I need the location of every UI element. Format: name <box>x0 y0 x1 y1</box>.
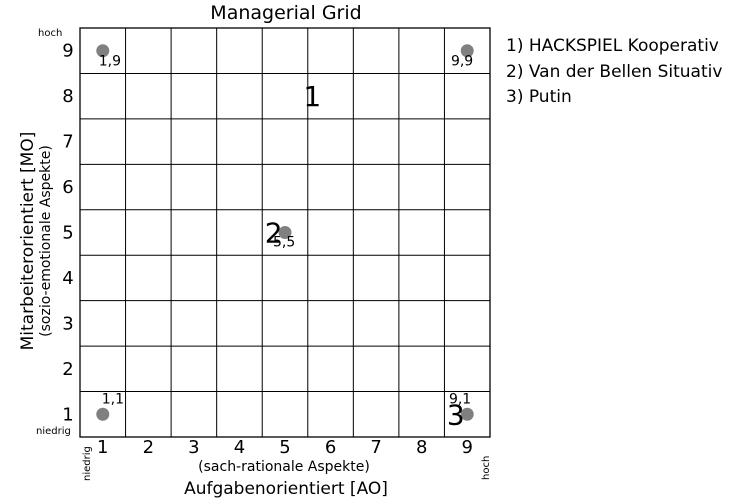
y-axis-sublabel: (sozio-emotionale Aspekte) <box>38 145 54 337</box>
y-axis-label: Mitarbeiterorientiert [MO] <box>18 132 38 351</box>
x-tick-label: 6 <box>325 437 336 458</box>
y-axis-low-label: niedrig <box>36 426 71 437</box>
y-tick-label: 4 <box>62 268 73 289</box>
grid-annotation: 3 <box>447 398 465 431</box>
x-tick-label: 7 <box>370 437 381 458</box>
x-tick-label: 8 <box>416 437 427 458</box>
y-tick-label: 1 <box>62 404 73 425</box>
grid-point <box>96 44 110 58</box>
grid-point-label: 9,9 <box>451 54 473 70</box>
x-axis-low-label: niedrig <box>82 446 93 481</box>
legend: 1) HACKSPIEL Kooperativ 2) Van der Belle… <box>506 34 750 111</box>
x-tick-label: 9 <box>461 437 472 458</box>
grid-frame <box>79 27 491 438</box>
grid-point-label: 1,9 <box>99 54 121 70</box>
grid-point <box>460 44 474 58</box>
grid-point <box>460 407 474 421</box>
marks-layer: 1,9 9,9 5,5 1,1 9,1 1 2 3 <box>96 44 474 431</box>
grid-layer: 1 2 3 4 5 6 7 8 9 1 2 3 4 5 6 7 8 9 <box>62 27 491 458</box>
grid-point <box>96 407 110 421</box>
x-tick-label: 5 <box>279 437 290 458</box>
grid-point-label: 5,5 <box>273 235 295 251</box>
y-tick-label: 7 <box>62 132 73 153</box>
y-tick-label: 5 <box>62 223 73 244</box>
chart-title: Managerial Grid <box>210 2 361 24</box>
x-axis-label: Aufgabenorientiert [AO] <box>184 479 388 499</box>
y-tick-label: 6 <box>62 177 73 198</box>
y-tick-label: 8 <box>62 86 73 107</box>
legend-item-1: 1) HACKSPIEL Kooperativ <box>506 36 719 56</box>
grid-point-label: 1,1 <box>102 391 124 407</box>
y-tick-label: 3 <box>62 313 73 334</box>
grid-point-label: 9,1 <box>449 391 471 407</box>
x-axis-sublabel: (sach-rationale Aspekte) <box>198 459 370 475</box>
x-tick-label: 2 <box>143 437 154 458</box>
grid-annotation: 1 <box>303 80 321 113</box>
x-tick-label: 3 <box>188 437 199 458</box>
y-axis-high-label: hoch <box>38 28 62 39</box>
grid-annotation: 2 <box>265 217 283 250</box>
legend-item-2: 2) Van der Bellen Situativ <box>506 61 723 82</box>
y-tick-label: 9 <box>62 41 73 62</box>
x-tick-label: 4 <box>234 437 245 458</box>
legend-item-3: 3) Putin <box>506 87 572 107</box>
grid-point <box>278 226 292 239</box>
x-tick-label: 1 <box>97 437 108 458</box>
x-axis-high-label: hoch <box>481 456 492 480</box>
y-tick-label: 2 <box>62 359 73 380</box>
